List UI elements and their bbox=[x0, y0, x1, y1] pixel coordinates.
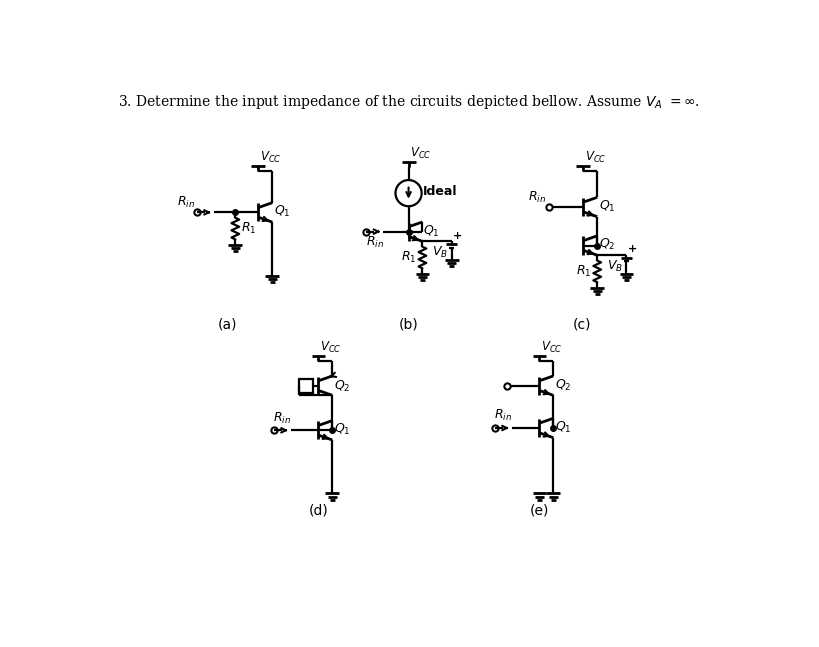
Text: $Q_1$: $Q_1$ bbox=[274, 204, 291, 219]
Text: $R_{in}$: $R_{in}$ bbox=[494, 408, 513, 423]
Text: $Q_2$: $Q_2$ bbox=[599, 237, 615, 252]
Text: $V_B$: $V_B$ bbox=[432, 245, 448, 259]
Text: $R_{in}$: $R_{in}$ bbox=[177, 195, 195, 210]
Text: $V_B$: $V_B$ bbox=[607, 258, 622, 274]
Text: $Q_1$: $Q_1$ bbox=[554, 420, 572, 435]
Text: +: + bbox=[453, 230, 463, 241]
Text: (a): (a) bbox=[218, 317, 238, 331]
Text: 3. Determine the input impedance of the circuits depicted bellow. Assume $V_A$ $: 3. Determine the input impedance of the … bbox=[118, 93, 700, 111]
Text: (e): (e) bbox=[530, 503, 550, 518]
Text: $V_{CC}$: $V_{CC}$ bbox=[320, 340, 342, 355]
Text: $R_{in}$: $R_{in}$ bbox=[274, 411, 292, 426]
Text: $Q_1$: $Q_1$ bbox=[334, 422, 351, 437]
Text: $V_{CC}$: $V_{CC}$ bbox=[260, 149, 282, 164]
Text: $R_{in}$: $R_{in}$ bbox=[528, 190, 546, 204]
Text: +: + bbox=[628, 245, 637, 254]
Text: $V_{CC}$: $V_{CC}$ bbox=[585, 149, 606, 164]
Text: (d): (d) bbox=[309, 503, 328, 518]
Text: Ideal: Ideal bbox=[423, 185, 458, 198]
Text: $Q_1$: $Q_1$ bbox=[423, 224, 440, 239]
Text: $Q_2$: $Q_2$ bbox=[554, 377, 572, 393]
FancyBboxPatch shape bbox=[299, 378, 313, 393]
Text: $R_{in}$: $R_{in}$ bbox=[365, 235, 384, 250]
Text: $R_1$: $R_1$ bbox=[400, 250, 416, 265]
Text: $R_1$: $R_1$ bbox=[241, 221, 256, 236]
Text: $V_{CC}$: $V_{CC}$ bbox=[410, 146, 432, 161]
Text: $R_1$: $R_1$ bbox=[576, 264, 591, 279]
Text: $Q_2$: $Q_2$ bbox=[334, 379, 351, 394]
Text: $V_{CC}$: $V_{CC}$ bbox=[541, 340, 563, 355]
Text: $Q_1$: $Q_1$ bbox=[599, 199, 615, 214]
Text: (c): (c) bbox=[572, 317, 591, 331]
Text: (b): (b) bbox=[399, 317, 419, 331]
